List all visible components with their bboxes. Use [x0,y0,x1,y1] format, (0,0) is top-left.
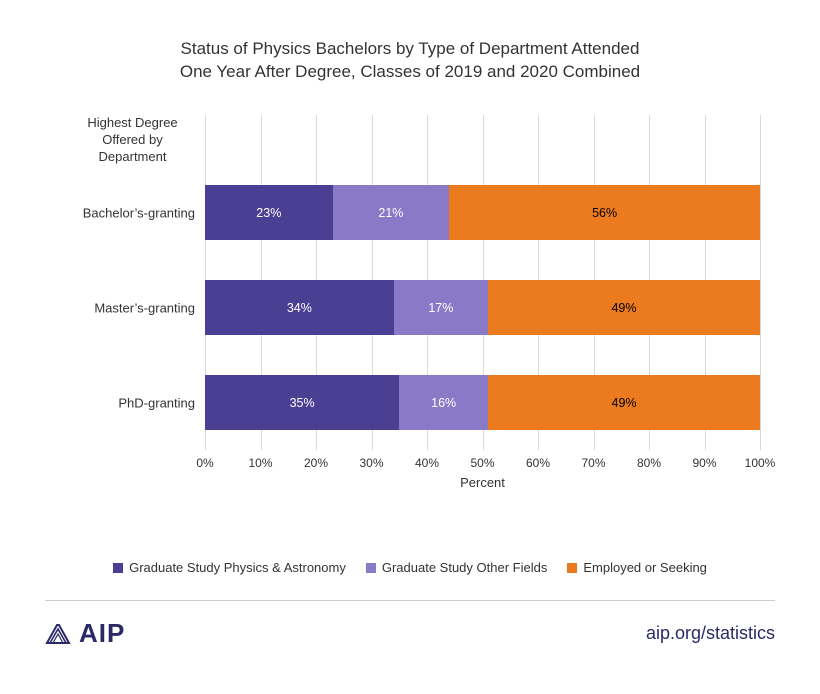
aip-logo-icon [45,621,71,647]
bar-segment-value: 17% [428,301,453,315]
bar-segment: 34% [205,280,394,335]
legend: Graduate Study Physics & Astronomy Gradua… [0,560,820,576]
legend-swatch [366,563,376,573]
bar-segment: 56% [449,185,760,240]
bar-row: 34% 17% 49% [205,280,760,335]
bar-segment-value: 49% [611,301,636,315]
chart-area: Highest Degree Offered by Department Per… [60,115,760,535]
y-axis-header: Highest Degree Offered by Department [60,115,205,166]
bar-segment-value: 23% [256,206,281,220]
aip-logo: AIP [45,618,125,649]
x-tick-label: 20% [304,456,328,470]
bar-segment-value: 56% [592,206,617,220]
footer-divider [45,600,775,601]
chart-title: Status of Physics Bachelors by Type of D… [0,0,820,84]
category-label: PhD-granting [60,395,195,410]
bar-segment-value: 35% [290,396,315,410]
bar-segment: 16% [399,375,488,430]
title-line-1: Status of Physics Bachelors by Type of D… [181,39,640,58]
bar-segment: 49% [488,375,760,430]
x-axis-title: Percent [205,475,760,490]
legend-item: Graduate Study Physics & Astronomy [113,560,346,575]
bar-segment-value: 34% [287,301,312,315]
legend-item: Graduate Study Other Fields [366,560,547,575]
legend-label: Graduate Study Other Fields [382,560,547,575]
legend-swatch [567,563,577,573]
x-tick-label: 30% [359,456,383,470]
chart-container: Status of Physics Bachelors by Type of D… [0,0,820,694]
x-tick-label: 50% [470,456,494,470]
plot-area: Percent 0%10%20%30%40%50%60%70%80%90%100… [205,115,760,450]
bar-segment: 49% [488,280,760,335]
x-tick-label: 10% [248,456,272,470]
aip-logo-text: AIP [79,618,125,649]
category-label: Bachelor’s-granting [60,205,195,220]
y-header-line-1: Highest Degree [87,115,177,130]
x-tick-label: 90% [692,456,716,470]
footer: AIP aip.org/statistics [45,618,775,649]
x-tick-label: 70% [581,456,605,470]
x-tick-label: 0% [196,456,213,470]
bar-row: 35% 16% 49% [205,375,760,430]
category-label: Master’s-granting [60,300,195,315]
legend-label: Graduate Study Physics & Astronomy [129,560,346,575]
legend-swatch [113,563,123,573]
bar-segment: 17% [394,280,488,335]
bar-segment: 35% [205,375,399,430]
x-tick-label: 100% [745,456,776,470]
gridline [760,115,761,450]
y-header-line-3: Department [99,149,167,164]
bar-segment-value: 21% [378,206,403,220]
legend-item: Employed or Seeking [567,560,707,575]
title-line-2: One Year After Degree, Classes of 2019 a… [180,62,640,81]
x-tick-label: 80% [637,456,661,470]
footer-url: aip.org/statistics [646,623,775,644]
bar-segment: 21% [333,185,450,240]
x-tick-label: 40% [415,456,439,470]
bar-segment-value: 16% [431,396,456,410]
bar-segment-value: 49% [612,396,637,410]
legend-label: Employed or Seeking [583,560,707,575]
y-header-line-2: Offered by [102,132,162,147]
bar-segment: 23% [205,185,333,240]
bar-row: 23% 21% 56% [205,185,760,240]
x-tick-label: 60% [526,456,550,470]
